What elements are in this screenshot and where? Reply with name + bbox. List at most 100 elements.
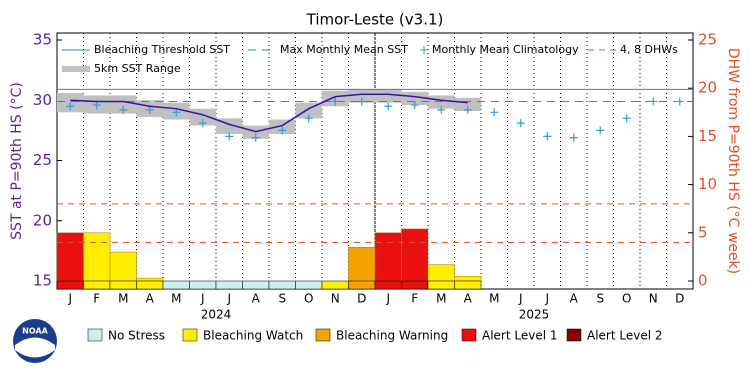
sst-range [375, 89, 402, 103]
x-tick-label: D [675, 292, 684, 306]
legend-swatch [182, 328, 198, 342]
x-tick-label: A [252, 292, 261, 306]
legend-label: Alert Level 2 [587, 329, 663, 343]
climatology-marker [357, 97, 366, 106]
y-tick-label: 25 [33, 151, 52, 169]
dhw-bar [83, 232, 111, 282]
climatology-marker [304, 114, 313, 123]
x-tick-label: O [304, 292, 313, 306]
stress-cell [321, 280, 349, 290]
y2-tick-label: 0 [698, 272, 708, 290]
legend-label: Alert Level 1 [482, 329, 558, 343]
y-tick-label: 30 [33, 91, 52, 109]
climatology-marker [251, 133, 260, 142]
climatology-marker [543, 132, 552, 141]
climatology-marker [225, 132, 234, 141]
stress-cell [189, 280, 217, 290]
legend-label: 5km SST Range [94, 62, 181, 75]
climatology-marker [66, 102, 75, 111]
stress-cell [374, 280, 402, 290]
year-label: 2024 [201, 308, 232, 322]
stress-cell [295, 280, 323, 290]
svg-text:NOAA: NOAA [22, 327, 48, 336]
x-tick-label: J [518, 292, 523, 306]
legend-swatch [87, 328, 103, 342]
sst-range [454, 97, 481, 112]
y-axis-label: SST at P=90th HS (°C) [9, 82, 25, 240]
legend-label: No Stress [108, 329, 165, 343]
y-tick-label: 35 [33, 31, 52, 49]
legend-label: Monthly Mean Climatology [432, 43, 579, 56]
legend-swatch [315, 328, 331, 342]
dhw-bar [56, 232, 84, 282]
sst-line [70, 93, 468, 133]
climatology-marker [516, 119, 525, 128]
climatology-marker [569, 133, 578, 142]
x-tick-label: A [146, 292, 155, 306]
x-tick-label: N [649, 292, 658, 306]
stress-cell [109, 280, 137, 290]
sst-range [295, 102, 322, 119]
legend-label: Bleaching Warning [336, 329, 448, 343]
dhw-bar [427, 264, 455, 282]
legend-label: Bleaching Watch [203, 329, 303, 343]
year-label: 2025 [519, 308, 550, 322]
stress-cell [348, 280, 376, 290]
dhw-bar [454, 275, 482, 282]
x-tick-label: J [226, 292, 231, 306]
sst-range [110, 95, 137, 114]
stress-cell [56, 280, 84, 290]
stress-cell [162, 280, 190, 290]
stress-cell [454, 280, 482, 290]
climatology-marker [596, 126, 605, 135]
y-tick-label: 15 [33, 272, 52, 290]
stress-cell [427, 280, 455, 290]
climatology-marker [622, 114, 631, 123]
x-tick-label: F [411, 292, 418, 306]
dhw-bar [136, 277, 164, 282]
chart-title: Timor-Leste (v3.1) [306, 11, 444, 29]
x-tick-label: J [385, 292, 390, 306]
x-tick-label: S [278, 292, 286, 306]
climatology-marker [490, 108, 499, 117]
legend-label: Max Monthly Mean SST [280, 43, 408, 56]
dhw-bar [109, 251, 137, 282]
dhw-bar [374, 232, 402, 282]
climatology-marker [278, 126, 287, 135]
x-tick-label: A [464, 292, 473, 306]
x-tick-label: S [596, 292, 604, 306]
legend-swatch [566, 328, 582, 342]
x-tick-label: J [200, 292, 205, 306]
climatology-marker [145, 105, 154, 114]
legend-swatch [461, 328, 477, 342]
legend-label: Bleaching Threshold SST [94, 43, 230, 56]
x-tick-label: J [544, 292, 549, 306]
y2-axis-label: DHW from P=90th HS (°C week) [725, 48, 741, 274]
stress-cell [268, 280, 296, 290]
stress-cell [83, 280, 111, 290]
x-tick-label: M [489, 292, 499, 306]
x-tick-label: A [570, 292, 579, 306]
climatology-marker [172, 108, 181, 117]
stress-cell [136, 280, 164, 290]
y2-tick-label: 15 [698, 127, 717, 145]
y-tick-label: 20 [33, 211, 52, 229]
x-tick-label: O [622, 292, 631, 306]
climatology-marker [437, 105, 446, 114]
y2-tick-label: 25 [698, 31, 717, 49]
y2-tick-label: 20 [698, 79, 717, 97]
noaa-logo: NOAA [13, 319, 57, 363]
stress-cell [401, 280, 429, 290]
stress-cell [215, 280, 243, 290]
dhw-bar [401, 228, 429, 282]
legend-swatch [420, 46, 428, 54]
climatology-marker [463, 105, 472, 114]
x-tick-label: M [436, 292, 446, 306]
climatology-marker [675, 97, 684, 106]
x-tick-label: F [93, 292, 100, 306]
x-tick-label: J [67, 292, 72, 306]
x-tick-label: M [171, 292, 181, 306]
x-tick-label: N [331, 292, 340, 306]
climatology-marker [649, 97, 658, 106]
